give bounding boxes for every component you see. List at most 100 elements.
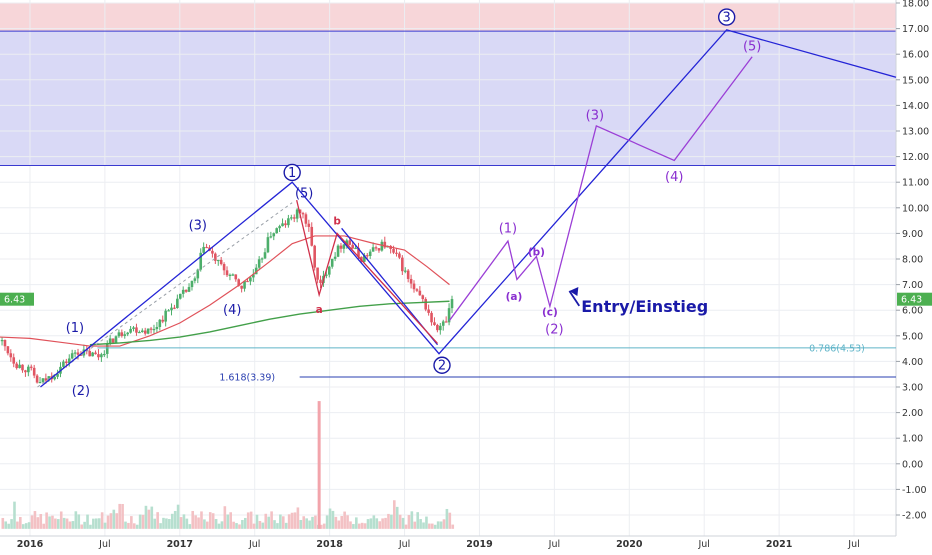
volume-bar [176, 504, 180, 529]
candle [301, 213, 305, 215]
volume-bar [340, 516, 344, 529]
candle [272, 233, 276, 237]
candle [126, 332, 129, 335]
volume-bar [241, 520, 244, 529]
fib-level-label: 1.618(3.39) [219, 373, 275, 384]
volume-bar [106, 515, 110, 529]
volume-bar [419, 519, 422, 529]
candle [103, 353, 106, 356]
volume-bar [162, 517, 165, 529]
entry-arrow-head [569, 287, 579, 296]
candle [374, 247, 378, 249]
circled-wave-label: 3 [723, 11, 731, 26]
volume-bar [138, 514, 142, 529]
volume-bar [121, 504, 124, 529]
volume-bar [62, 517, 66, 529]
volume-bar [355, 517, 358, 529]
volume-bar [270, 511, 273, 529]
x-tick-label: Jul [398, 539, 410, 550]
volume-bar [42, 523, 46, 529]
volume-bar [442, 519, 446, 529]
candle [143, 330, 147, 334]
volume-bar [445, 508, 449, 529]
candle [146, 328, 150, 334]
candle [263, 252, 267, 259]
candle [196, 269, 200, 279]
x-tick-label: 2021 [766, 539, 792, 550]
candle [214, 253, 217, 261]
y-tick-label: 4.00 [902, 357, 923, 368]
candle [0, 340, 4, 342]
circled-wave-label: 2 [438, 359, 446, 374]
volume-bar [299, 519, 303, 529]
volume-bar [89, 524, 92, 529]
candle [135, 327, 138, 333]
volume-bar [83, 521, 86, 529]
entry-arrow-line [568, 290, 581, 307]
wave-circle [283, 163, 301, 182]
volume-bar [97, 518, 101, 529]
candle [120, 332, 124, 336]
volume-bar [39, 514, 43, 529]
volume-bar [448, 512, 452, 529]
candle [9, 353, 13, 358]
volume-bar [223, 506, 227, 529]
candle [313, 245, 316, 268]
candle [79, 354, 83, 356]
volume-bar [398, 514, 402, 529]
volume-bar [21, 524, 25, 529]
y-tick-label: -1.00 [902, 485, 927, 496]
volume-bar [94, 518, 98, 529]
candle [27, 366, 30, 373]
candle [88, 350, 92, 357]
candle [56, 373, 59, 377]
volume-bar [343, 511, 346, 529]
candle [401, 257, 404, 272]
last-price-tag [897, 292, 932, 306]
volume-bar [331, 510, 335, 529]
candle [430, 312, 433, 323]
volume-bar [407, 515, 411, 529]
candle [65, 361, 68, 363]
candle [295, 209, 299, 219]
volume-bar [284, 522, 288, 529]
purple-projection [448, 56, 753, 321]
volume-bar [153, 518, 157, 529]
candle [246, 280, 249, 283]
candle [190, 280, 194, 288]
volume-bar [314, 515, 317, 529]
candle [424, 299, 428, 310]
volume-bar [127, 522, 130, 529]
last-price-label: 6.43 [901, 295, 922, 306]
volume-bar [208, 512, 212, 529]
volume-bar [349, 521, 352, 529]
y-tick-label: 18.00 [902, 0, 929, 10]
wave-label: (c) [542, 306, 558, 318]
volume-bar [1, 517, 5, 529]
candle [298, 209, 302, 214]
x-tick-label: 2020 [616, 539, 643, 550]
volume-bar [144, 505, 148, 529]
volume-bar [430, 523, 434, 529]
candle [406, 270, 410, 279]
x-tick-label: 2017 [167, 539, 193, 550]
candle [403, 270, 407, 272]
candle [173, 307, 176, 309]
volume-bar [352, 524, 355, 529]
wave-circle [717, 8, 736, 26]
y-tick-label: 2.00 [902, 408, 923, 419]
candle [178, 293, 182, 299]
wave-label: (1) [499, 221, 517, 236]
volume-bar [369, 518, 373, 529]
candle [111, 338, 115, 343]
volume-bar [375, 518, 379, 529]
y-tick-label: 7.00 [902, 280, 923, 291]
volume-bar [141, 514, 145, 529]
candle [287, 218, 290, 226]
candle [6, 346, 10, 354]
volume-bar [147, 509, 151, 529]
volume-bar [296, 507, 300, 529]
wave-label: (2) [72, 384, 90, 399]
